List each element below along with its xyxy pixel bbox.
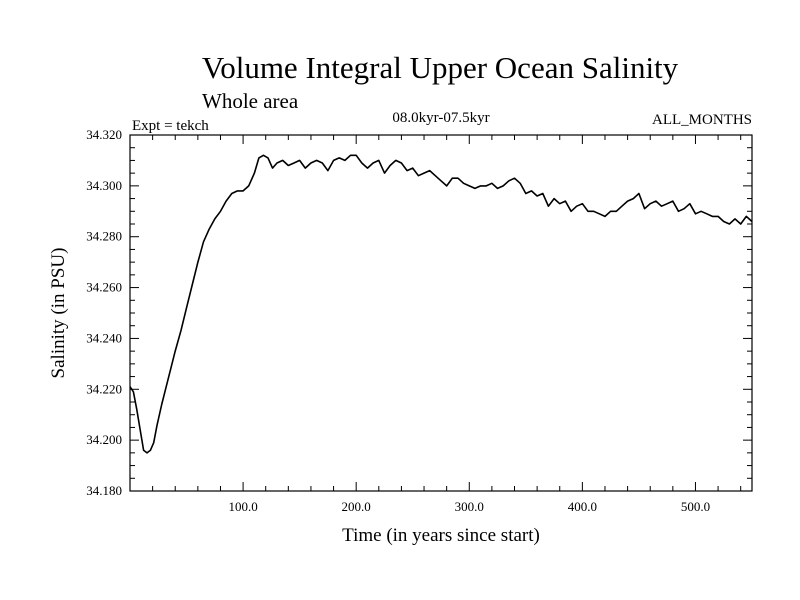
salinity-series-line bbox=[129, 154, 753, 454]
x-tick-label: 400.0 bbox=[568, 499, 597, 514]
x-tick-labels: 100.0 200.0 300.0 400.0 500.0 bbox=[228, 499, 710, 514]
chart-subtitle: Whole area bbox=[202, 89, 299, 113]
x-tick-label: 500.0 bbox=[681, 499, 710, 514]
x-tick-label: 300.0 bbox=[455, 499, 484, 514]
axis-ticks bbox=[130, 134, 752, 492]
y-tick-label: 34.200 bbox=[86, 432, 122, 447]
period-label: 08.0kyr-07.5kyr bbox=[392, 110, 489, 126]
y-tick-label: 34.260 bbox=[86, 280, 122, 295]
chart-title: Volume Integral Upper Ocean Salinity bbox=[202, 50, 679, 85]
y-tick-label: 34.320 bbox=[86, 127, 122, 142]
y-tick-label: 34.240 bbox=[86, 330, 122, 345]
y-tick-labels: 34.180 34.200 34.220 34.240 34.260 34.280 34.3… bbox=[86, 127, 122, 498]
y-tick-label: 34.220 bbox=[86, 381, 122, 396]
months-label: ALL_MONTHS bbox=[652, 112, 752, 128]
y-tick-label: 34.300 bbox=[86, 178, 122, 193]
y-tick-label: 34.180 bbox=[86, 483, 122, 498]
experiment-label: Expt = tekch bbox=[132, 118, 209, 134]
x-tick-label: 100.0 bbox=[228, 499, 257, 514]
y-axis-label: Salinity (in PSU) bbox=[48, 248, 69, 379]
plot-area-frame bbox=[129, 134, 753, 492]
x-tick-label: 200.0 bbox=[342, 499, 371, 514]
y-tick-label: 34.280 bbox=[86, 229, 122, 244]
x-axis-label: Time (in years since start) bbox=[342, 525, 540, 546]
